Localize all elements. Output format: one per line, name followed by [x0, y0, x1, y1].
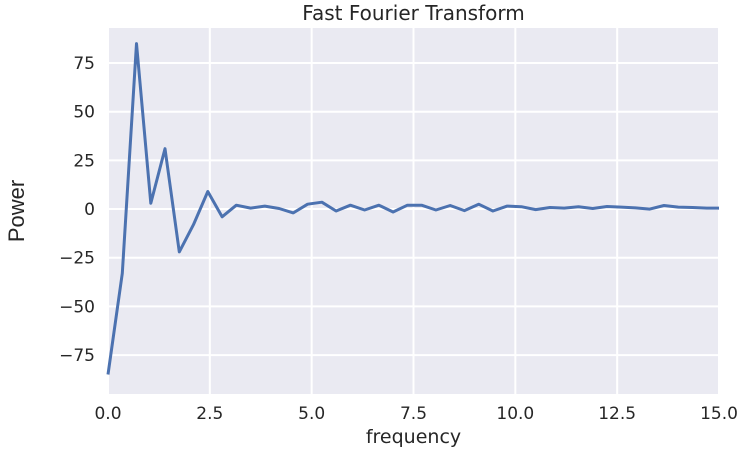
y-tick-label: −50 — [59, 297, 95, 317]
y-tick-label: 0 — [84, 200, 95, 220]
x-tick-label: 5.0 — [298, 404, 325, 424]
grid-lines — [107, 28, 720, 394]
y-tick-label: −25 — [59, 249, 95, 269]
y-tick-label: −75 — [59, 346, 95, 366]
x-tick-label: 0.0 — [94, 404, 121, 424]
y-tick-label: 75 — [73, 54, 95, 74]
y-tick-label: 25 — [73, 151, 95, 171]
x-tick-label: 15.0 — [700, 404, 738, 424]
y-tick-label: 50 — [73, 103, 95, 123]
y-tick-labels: −75 −50 −25 0 25 50 75 — [59, 54, 95, 366]
x-tick-label: 2.5 — [196, 404, 223, 424]
x-tick-label: 12.5 — [598, 404, 636, 424]
x-tick-label: 7.5 — [400, 404, 427, 424]
chart-title: Fast Fourier Transform — [302, 1, 524, 25]
x-axis-label: frequency — [366, 426, 461, 448]
x-tick-label: 10.0 — [496, 404, 534, 424]
series-line — [106, 42, 719, 375]
y-axis-label: Power — [4, 180, 29, 242]
x-tick-labels: 0.0 2.5 5.0 7.5 10.0 12.5 15.0 — [94, 404, 737, 424]
